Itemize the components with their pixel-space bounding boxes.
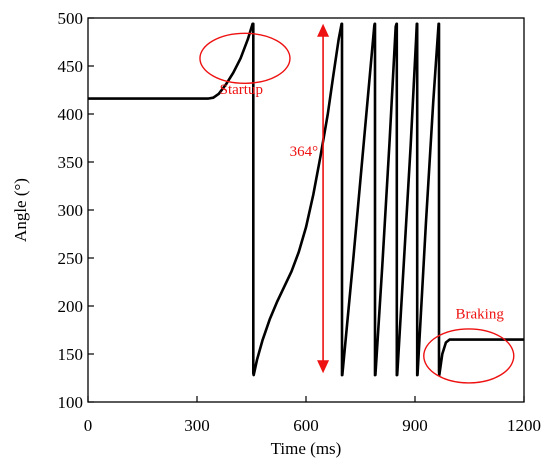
y-tick-label: 400 [58, 105, 84, 124]
x-tick-label: 0 [84, 416, 93, 435]
series-group [88, 22, 524, 377]
x-tick-label: 600 [293, 416, 319, 435]
x-tick-label: 900 [402, 416, 428, 435]
span-arrow-head-bottom [317, 360, 330, 374]
y-tick-label: 350 [58, 153, 84, 172]
span-label: 364° [290, 144, 319, 160]
x-tick-label: 1200 [507, 416, 541, 435]
x-axis-ticks: 0 300 600 900 1200 [84, 396, 541, 435]
x-tick-label: 300 [184, 416, 210, 435]
braking-label: Braking [456, 306, 505, 322]
y-axis-ticks: 100 150 200 250 300 350 400 450 500 [58, 9, 94, 412]
y-tick-label: 500 [58, 9, 84, 28]
braking-ellipse [423, 328, 515, 384]
span-arrow-head-top [317, 23, 330, 37]
y-tick-label: 200 [58, 297, 84, 316]
y-tick-label: 100 [58, 393, 84, 412]
startup-ellipse [199, 32, 291, 85]
startup-label: Startup [220, 82, 263, 98]
series-line [88, 22, 524, 377]
y-tick-label: 300 [58, 201, 84, 220]
y-axis-title: Angle (°) [11, 178, 30, 242]
x-axis-title: Time (ms) [271, 439, 342, 458]
y-tick-label: 450 [58, 57, 84, 76]
annotations-group: Startup Braking 364° [199, 23, 515, 384]
plot-frame [87, 17, 525, 403]
y-tick-label: 250 [58, 249, 84, 268]
y-tick-label: 150 [58, 345, 84, 364]
